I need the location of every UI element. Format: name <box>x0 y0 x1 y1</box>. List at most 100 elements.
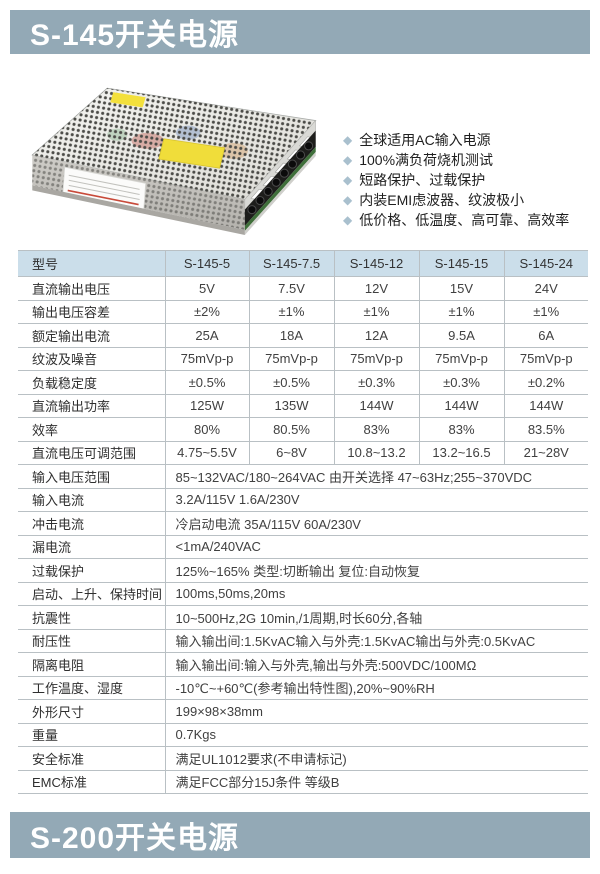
column-header: S-145-12 <box>334 250 420 277</box>
spec-label: 抗震性 <box>18 605 166 630</box>
table-row: 漏电流 <1mA/240VAC <box>18 534 588 559</box>
spec-value: 6A <box>504 323 588 348</box>
spec-value: ±0.2% <box>504 370 588 395</box>
spec-value-span: 3.2A/115V 1.6A/230V <box>165 487 588 512</box>
spec-value-span: -10℃~+60℃(参考输出特性图),20%~90%RH <box>165 675 588 700</box>
bottom-banner: S-200开关电源 <box>10 812 590 858</box>
spec-label: 耐压性 <box>18 628 166 653</box>
psu-sticker-small <box>110 92 146 108</box>
spec-value: 13.2~16.5 <box>419 440 505 465</box>
diamond-bullet-icon: ◆ <box>343 193 353 207</box>
spec-label: 直流输出功率 <box>18 393 166 418</box>
table-row: 过载保护 125%~165% 类型:切断输出 复位:自动恢复 <box>18 558 588 583</box>
spec-value-span: 125%~165% 类型:切断输出 复位:自动恢复 <box>165 558 588 583</box>
spec-table-header: 型号 S-145-5 S-145-7.5 S-145-12 S-145-15 S-145-… <box>18 250 588 277</box>
spec-value: 75mVp-p <box>249 346 335 371</box>
table-row: 纹波及噪音 75mVp-p 75mVp-p 75mVp-p 75mVp-p 75mVp-p <box>18 346 588 371</box>
spec-label: 过载保护 <box>18 558 166 583</box>
spec-value: 10.8~13.2 <box>334 440 420 465</box>
spec-value: 9.5A <box>419 323 505 348</box>
table-row: 冲击电流 冷启动电流 35A/115V 60A/230V <box>18 511 588 536</box>
spec-value: 18A <box>249 323 335 348</box>
spec-value-span: 满足UL1012要求(不申请标记) <box>165 746 588 771</box>
spec-value: ±1% <box>419 299 505 324</box>
table-row: 负载稳定度 ±0.5% ±0.5% ±0.3% ±0.3% ±0.2% <box>18 370 588 395</box>
spec-value-span: 0.7Kgs <box>165 722 588 747</box>
spec-label: 安全标准 <box>18 746 166 771</box>
spec-value-span: 输入输出间:输入与外壳,输出与外壳:500VDC/100MΩ <box>165 652 588 677</box>
spec-label: 冲击电流 <box>18 511 166 536</box>
spec-value: ±2% <box>165 299 250 324</box>
spec-value: 6~8V <box>249 440 335 465</box>
psu-sticker-large <box>158 138 226 169</box>
spec-value: 24V <box>504 276 588 301</box>
spec-label: 纹波及噪音 <box>18 346 166 371</box>
feature-item: ◆ 100%满负荷烧机测试 <box>343 150 569 170</box>
psu-terminal-top-strip <box>244 119 316 211</box>
spec-value-span: 冷启动电流 35A/115V 60A/230V <box>165 511 588 536</box>
spec-value: 75mVp-p <box>165 346 250 371</box>
table-row: 外形尺寸 199×98×38mm <box>18 699 588 724</box>
spec-label: 漏电流 <box>18 534 166 559</box>
spec-value: 12V <box>334 276 420 301</box>
spec-label: 启动、上升、保持时间 <box>18 581 166 606</box>
table-row: 直流输出电压 5V 7.5V 12V 15V 24V <box>18 276 588 301</box>
feature-item: ◆ 低价格、低温度、高可靠、高效率 <box>343 210 569 230</box>
table-row: 耐压性 输入输出间:1.5KvAC输入与外壳:1.5KvAC输出与外壳:0.5Kv… <box>18 628 588 653</box>
feature-text: 100%满负荷烧机测试 <box>359 152 494 168</box>
top-banner-title: S-145开关电源 <box>30 19 240 52</box>
spec-value: 7.5V <box>249 276 335 301</box>
column-header: S-145-24 <box>504 250 588 277</box>
spec-label: 外形尺寸 <box>18 699 166 724</box>
spec-value: 5V <box>165 276 250 301</box>
feature-list: ◆ 全球适用AC输入电源 ◆ 100%满负荷烧机测试 ◆ 短路保护、过载保护 ◆ 内装EMI虑… <box>343 130 569 230</box>
spec-value: 144W <box>504 393 588 418</box>
spec-value: 83% <box>419 417 505 442</box>
spec-value: ±1% <box>334 299 420 324</box>
spec-value-span: 输入输出间:1.5KvAC输入与外壳:1.5KvAC输出与外壳:0.5KvAC <box>165 628 588 653</box>
table-row: EMC标准 满足FCC部分15J条件 等级B <box>18 769 588 794</box>
spec-value: 4.75~5.5V <box>165 440 250 465</box>
spec-value: 75mVp-p <box>504 346 588 371</box>
table-row: 安全标准 满足UL1012要求(不申请标记) <box>18 746 588 771</box>
diamond-bullet-icon: ◆ <box>343 173 353 187</box>
psu-base-edge <box>244 151 316 235</box>
table-row: 启动、上升、保持时间 100ms,50ms,20ms <box>18 581 588 606</box>
spec-label: 效率 <box>18 417 166 442</box>
spec-value: 144W <box>419 393 505 418</box>
diamond-bullet-icon: ◆ <box>343 133 353 147</box>
spec-value: ±0.5% <box>165 370 250 395</box>
spec-value: 75mVp-p <box>419 346 505 371</box>
spec-value: 125W <box>165 393 250 418</box>
table-row: 直流输出功率 125W 135W 144W 144W 144W <box>18 393 588 418</box>
diamond-bullet-icon: ◆ <box>343 153 353 167</box>
spec-value: ±0.3% <box>419 370 505 395</box>
feature-text: 内装EMI虑波器、纹波极小 <box>359 192 525 208</box>
spec-value: ±0.3% <box>334 370 420 395</box>
feature-text: 全球适用AC输入电源 <box>359 132 491 148</box>
table-row: 输入电流 3.2A/115V 1.6A/230V <box>18 487 588 512</box>
spec-value: 25A <box>165 323 250 348</box>
diamond-bullet-icon: ◆ <box>343 213 353 227</box>
spec-value: 75mVp-p <box>334 346 420 371</box>
spec-value-span: 100ms,50ms,20ms <box>165 581 588 606</box>
bottom-banner-title: S-200开关电源 <box>30 822 240 855</box>
spec-value-span: 85~132VAC/180~264VAC 由开关选择 47~63Hz;255~3… <box>165 464 588 489</box>
spec-label: 输入电压范围 <box>18 464 166 489</box>
spec-label: EMC标准 <box>18 769 166 794</box>
spec-value: 144W <box>334 393 420 418</box>
spec-value: 83.5% <box>504 417 588 442</box>
spec-value: ±1% <box>504 299 588 324</box>
spec-value: 21~28V <box>504 440 588 465</box>
psu-pcb-edge <box>244 146 316 231</box>
spec-value-span: 满足FCC部分15J条件 等级B <box>165 769 588 794</box>
table-row: 效率 80% 80.5% 83% 83% 83.5% <box>18 417 588 442</box>
column-header: S-145-15 <box>419 250 505 277</box>
feature-text: 低价格、低温度、高可靠、高效率 <box>359 212 570 228</box>
column-header: S-145-7.5 <box>249 250 335 277</box>
spec-label: 直流电压可调范围 <box>18 440 166 465</box>
spec-value: 12A <box>334 323 420 348</box>
spec-table: 型号 S-145-5 S-145-7.5 S-145-12 S-145-15 S-145-… <box>18 250 588 794</box>
table-row: 抗震性 10~500Hz,2G 10min,/1周期,时长60分,各轴 <box>18 605 588 630</box>
spec-label: 输入电流 <box>18 487 166 512</box>
